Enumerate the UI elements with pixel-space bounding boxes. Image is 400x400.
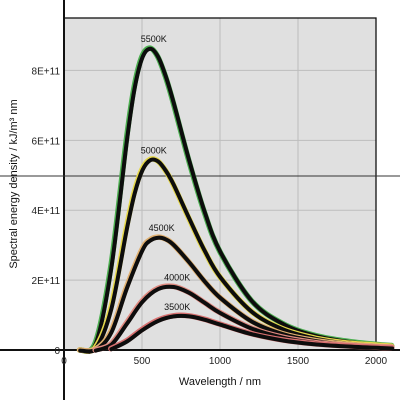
x-tick-labels: 0 500 1000 1500 2000 xyxy=(61,356,387,367)
x-tick-label: 500 xyxy=(134,356,151,367)
y-tick-labels: 0 2E+11 4E+11 6E+11 8E+11 xyxy=(32,66,61,357)
curve-label-5000k: 5000K xyxy=(141,146,167,156)
curves xyxy=(76,45,395,355)
curve-label-3500k: 3500K xyxy=(164,302,190,312)
y-tick-label: 6E+11 xyxy=(32,136,61,147)
x-tick-label: 1500 xyxy=(287,356,310,367)
curve-label-4500k: 4500K xyxy=(149,223,175,233)
curve-3500k xyxy=(109,313,395,352)
x-tick-label: 0 xyxy=(61,356,67,367)
y-tick-label: 8E+11 xyxy=(32,66,61,77)
y-tick-label: 4E+11 xyxy=(32,206,61,217)
curve-label-4000k: 4000K xyxy=(164,272,190,282)
y-tick-label: 2E+11 xyxy=(32,276,61,287)
curve-label-5500k: 5500K xyxy=(141,34,167,44)
x-tick-label: 1000 xyxy=(209,356,232,367)
x-tick-label: 2000 xyxy=(365,356,388,367)
y-tick-label: 0 xyxy=(54,346,60,357)
curve-labels: 5500K 5000K 4500K 4000K 3500K xyxy=(141,34,190,312)
x-axis-label: Wavelength / nm xyxy=(179,376,261,388)
y-axis-label: Spectral energy density / kJ/m³ nm xyxy=(8,99,20,268)
